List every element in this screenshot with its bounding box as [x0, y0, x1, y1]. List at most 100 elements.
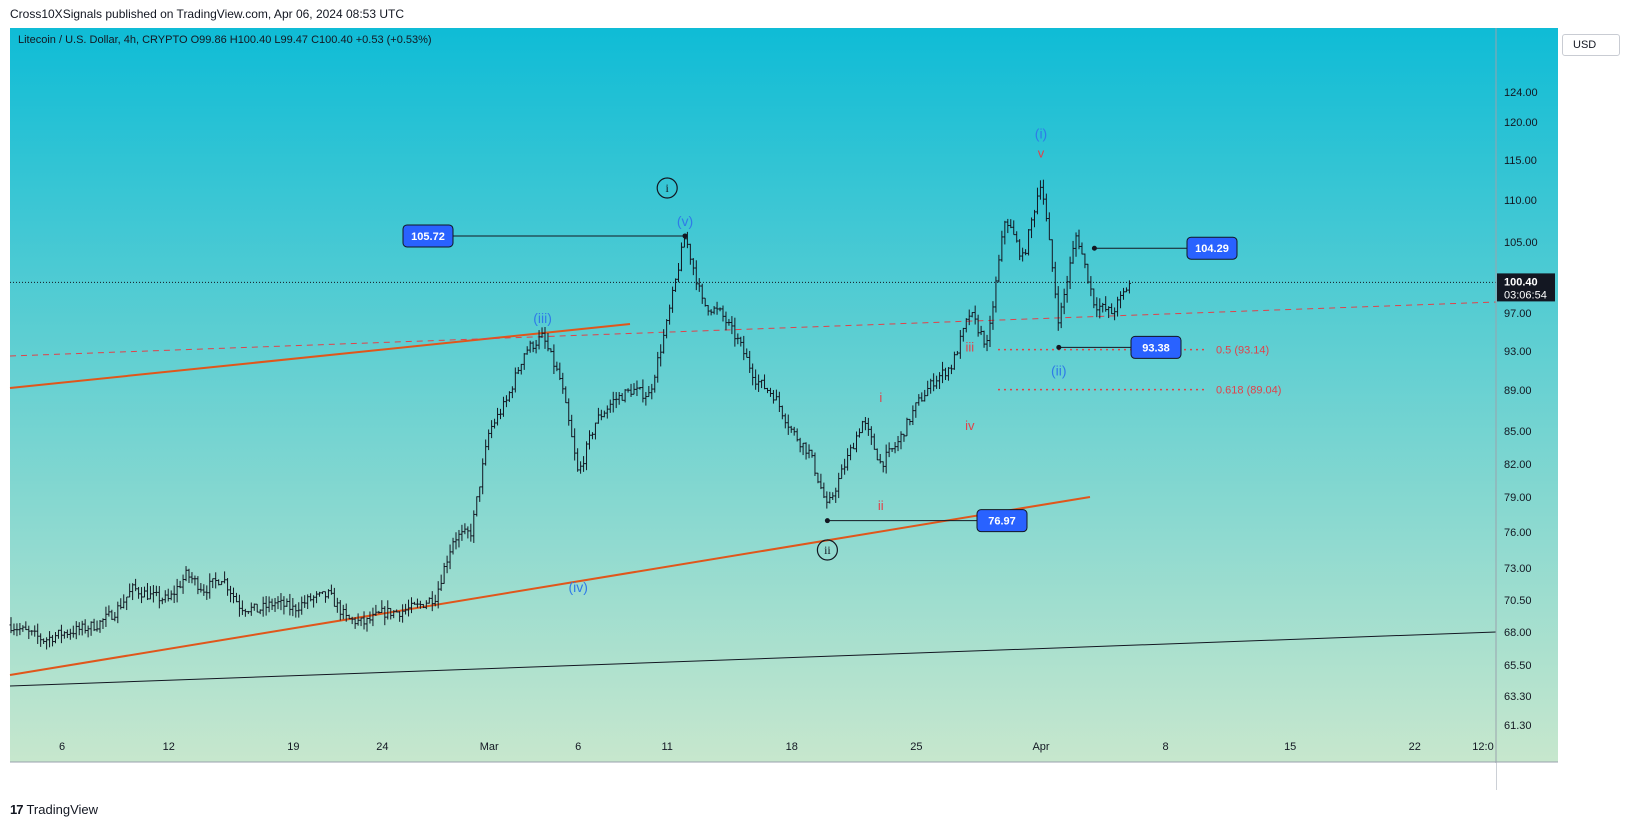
candle [534, 339, 538, 354]
wave-label: (iii) [533, 310, 552, 326]
candle [442, 562, 446, 584]
price-tick-label: 68.00 [1504, 627, 1532, 639]
candle [1035, 187, 1039, 215]
candle [300, 596, 304, 615]
candle [635, 380, 639, 397]
candle [875, 448, 879, 461]
candle [789, 425, 793, 433]
candle [1113, 307, 1117, 321]
candle [834, 487, 838, 503]
candle [45, 637, 49, 650]
candle [98, 619, 102, 633]
candle [33, 625, 37, 637]
currency-button[interactable]: USD [1562, 34, 1620, 56]
candle [21, 625, 25, 632]
candle [813, 452, 817, 476]
candle [691, 258, 695, 276]
candle [1047, 212, 1051, 241]
time-tick-label: 15 [1284, 741, 1296, 753]
tradingview-logo-text: TradingView [26, 802, 99, 817]
lower-trendline [9, 496, 1091, 676]
candle [510, 386, 514, 399]
footer [0, 790, 1634, 827]
candle [1104, 296, 1108, 312]
candle [754, 369, 758, 390]
candle [840, 464, 844, 480]
candle [1119, 291, 1123, 309]
candle [579, 461, 583, 474]
candle [1018, 239, 1022, 261]
candle [282, 596, 286, 615]
fib-level-label: 0.618 (89.04) [1216, 385, 1281, 397]
time-tick-label: 6 [575, 741, 581, 753]
candle [703, 297, 707, 307]
candle [220, 580, 224, 586]
candle [104, 606, 108, 627]
candle [131, 583, 135, 601]
candle [151, 585, 155, 603]
candle [1062, 288, 1066, 315]
candle [1080, 242, 1084, 255]
candle [736, 333, 740, 345]
candle [335, 597, 339, 613]
candle [255, 603, 259, 613]
candle [771, 390, 775, 404]
candle [890, 448, 894, 452]
candle [724, 311, 728, 331]
candle [24, 621, 28, 631]
price-tick-label: 89.00 [1504, 385, 1532, 397]
candle [677, 262, 680, 283]
tradingview-logo[interactable]: 17 TradingView [10, 802, 98, 817]
candle [12, 623, 16, 636]
time-tick-label: 8 [1163, 741, 1169, 753]
candle [389, 607, 393, 620]
publisher-line: Cross10XSignals published on TradingView… [10, 7, 405, 21]
candle [412, 601, 416, 605]
candle [404, 603, 408, 615]
candle [359, 617, 363, 627]
candle [872, 433, 876, 450]
bar-countdown: 03:06:54 [1504, 289, 1547, 301]
candle [323, 591, 327, 603]
candle [632, 383, 636, 395]
candle [863, 417, 867, 431]
candle [831, 492, 835, 501]
candle [679, 242, 683, 272]
candle [421, 603, 425, 609]
candle [193, 575, 197, 586]
time-tick-label: 11 [661, 741, 672, 753]
candle [1092, 288, 1096, 309]
candle [985, 334, 989, 352]
candle [614, 392, 618, 409]
candle [163, 590, 167, 603]
candle [638, 386, 642, 390]
candle [694, 260, 698, 291]
candle [466, 526, 470, 539]
price-tick-label: 93.00 [1504, 346, 1532, 358]
candle [59, 624, 63, 644]
candle [798, 437, 802, 453]
candle [504, 395, 508, 408]
candle [780, 405, 784, 420]
time-tick-label: Apr [1032, 741, 1049, 753]
candle [27, 625, 31, 640]
candle [507, 391, 511, 402]
candle [846, 448, 850, 471]
candle [644, 391, 648, 406]
candle [398, 611, 402, 622]
candle [95, 620, 99, 632]
wave-label: ii [878, 498, 884, 513]
candle [608, 399, 612, 413]
time-axis[interactable]: 6 12 19 24 Mar 6 11 18 25 Apr 8 15 22 12:0 [59, 741, 1494, 753]
candle [564, 386, 568, 404]
candle [697, 278, 701, 292]
candle [745, 348, 749, 358]
price-tick-label: 79.00 [1504, 492, 1532, 504]
candle [709, 309, 713, 316]
candle [202, 584, 206, 596]
candle [801, 442, 805, 456]
price-callout-anchor [1091, 245, 1097, 251]
candle [326, 589, 330, 599]
